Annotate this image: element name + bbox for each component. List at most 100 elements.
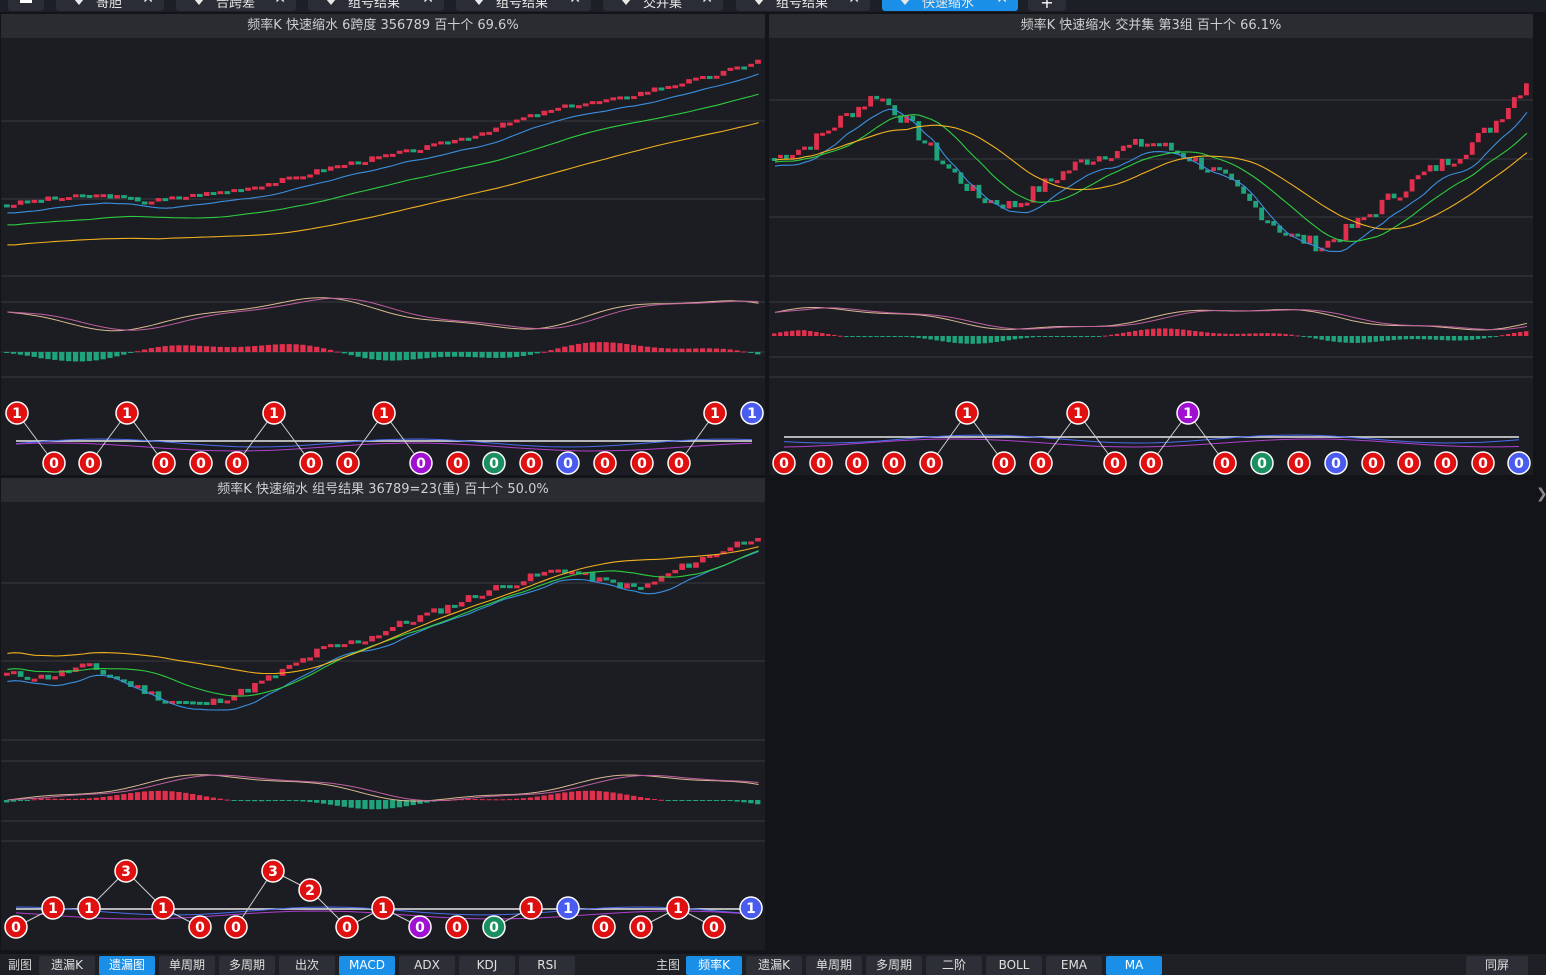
main-btn-3[interactable]: 多周期 <box>866 956 922 975</box>
macd-bar <box>856 336 861 338</box>
macd-bar <box>300 800 306 802</box>
macd-bar <box>589 342 596 352</box>
candle <box>1042 178 1048 192</box>
home-button[interactable] <box>8 0 44 11</box>
chevron-down-icon[interactable] <box>74 0 84 5</box>
macd-bar <box>1181 329 1186 336</box>
chevron-down-icon[interactable] <box>194 0 204 5</box>
close-icon[interactable]: ✕ <box>701 0 713 7</box>
candle <box>128 681 134 687</box>
chevron-down-icon[interactable] <box>900 0 910 5</box>
candle <box>190 701 196 705</box>
tab-6[interactable]: 快速缩水✕ <box>882 0 1018 11</box>
main-btn-6[interactable]: EMA <box>1046 956 1102 975</box>
macd-bar <box>880 336 885 337</box>
macd-bar <box>904 336 909 337</box>
chart-panel-1[interactable]: 频率K 快速缩水 6跨度 356789 百十个 69.6% 1 1 1 1 1 1 0 0 0 0… <box>1 14 765 475</box>
sub-btn-7[interactable]: KDJ <box>459 956 515 975</box>
candle <box>1313 235 1319 252</box>
chevron-down-icon[interactable] <box>754 0 764 5</box>
macd-bar <box>24 352 30 356</box>
candle <box>196 701 203 705</box>
candle <box>1493 120 1499 133</box>
main-btn-2[interactable]: 单周期 <box>806 956 862 975</box>
macd-bar <box>1481 336 1487 339</box>
candle <box>982 198 988 204</box>
chevron-right-icon[interactable]: ❯ <box>1536 486 1546 502</box>
svg-text:0: 0 <box>852 456 862 472</box>
candle <box>1289 233 1295 237</box>
candle <box>155 198 162 202</box>
chevron-down-icon[interactable] <box>326 0 336 5</box>
sub-btn-1[interactable]: 遗漏图 <box>99 956 155 975</box>
macd-bar <box>465 352 471 357</box>
candle <box>210 698 217 705</box>
candle <box>562 569 568 574</box>
add-tab-button[interactable]: + <box>1028 0 1066 12</box>
close-icon[interactable]: ✕ <box>142 0 154 7</box>
close-icon[interactable]: ✕ <box>422 0 434 7</box>
macd-bar <box>403 352 409 360</box>
sub-btn-6[interactable]: ADX <box>399 956 455 975</box>
main-btn-0[interactable]: 频率K <box>686 956 742 975</box>
omit-bubble: 0 <box>1250 451 1274 475</box>
candle <box>898 115 904 123</box>
tab-4[interactable]: 交并集✕ <box>603 0 723 11</box>
candle <box>279 668 286 676</box>
sub-btn-3[interactable]: 多周期 <box>219 956 275 975</box>
candle <box>307 657 313 661</box>
svg-text:1: 1 <box>12 406 22 422</box>
close-icon[interactable]: ✕ <box>996 0 1008 7</box>
candle <box>672 569 679 574</box>
sub-btn-4[interactable]: 出次 <box>279 956 335 975</box>
svg-text:1: 1 <box>1073 406 1083 422</box>
svg-text:0: 0 <box>1110 456 1120 472</box>
close-icon[interactable]: ✕ <box>848 0 860 7</box>
chart-panel-3[interactable]: 频率K 快速缩水 组号结果 36789=23(重) 百十个 50.0% 3 3 2 1… <box>1 478 765 950</box>
macd-bar <box>958 336 963 344</box>
omit-bubble: 0 <box>556 451 580 475</box>
main-btn-5[interactable]: BOLL <box>986 956 1042 975</box>
candle <box>637 91 644 97</box>
chevron-down-icon[interactable] <box>621 0 631 5</box>
macd-bar <box>1457 336 1463 341</box>
sub-btn-5[interactable]: MACD <box>339 956 395 975</box>
omit-bubble: 3 <box>114 859 138 883</box>
omit-bubble: 0 <box>335 915 359 939</box>
macd-bar <box>596 791 602 800</box>
chart-panel-2[interactable]: 频率K 快速缩水 交并集 第3组 百十个 66.1% 1 1 1 0 0 0 0 0 0 0 0 0 0… <box>769 14 1533 475</box>
candle <box>203 701 210 705</box>
candle <box>472 595 479 599</box>
svg-text:0: 0 <box>1146 456 1156 472</box>
omit-bubble: 0 <box>78 451 102 475</box>
tab-5[interactable]: 组号结果✕ <box>736 0 870 11</box>
sub-btn-0[interactable]: 遗漏K <box>39 956 95 975</box>
candle <box>10 204 17 208</box>
macd-bar <box>1319 336 1324 340</box>
candle <box>686 563 692 568</box>
candle <box>72 667 79 673</box>
macd-bar <box>507 352 513 358</box>
macd-bar <box>272 344 279 352</box>
main-btn-7[interactable]: MA <box>1106 956 1162 975</box>
tab-1[interactable]: 合跨差✕ <box>176 0 296 11</box>
sub-btn-2[interactable]: 单周期 <box>159 956 215 975</box>
tab-0[interactable]: 哥胆✕ <box>56 0 164 11</box>
tab-3[interactable]: 组号结果✕ <box>456 0 591 11</box>
candle <box>637 586 644 590</box>
candle <box>445 141 451 145</box>
candle <box>410 621 417 625</box>
main-btn-4[interactable]: 二阶 <box>926 956 982 975</box>
close-icon[interactable]: ✕ <box>569 0 581 7</box>
macd-bar <box>314 800 320 803</box>
tab-2[interactable]: 组号结果✕ <box>308 0 444 11</box>
chevron-down-icon[interactable] <box>474 0 484 5</box>
macd-bar <box>1361 336 1366 343</box>
sub-btn-8[interactable]: RSI <box>519 956 575 975</box>
macd-bar <box>10 800 17 802</box>
main-btn-1[interactable]: 遗漏K <box>746 956 802 975</box>
close-icon[interactable]: ✕ <box>274 0 286 7</box>
candle <box>784 154 789 160</box>
same-screen-button[interactable]: 同屏 <box>1466 956 1528 975</box>
candle <box>548 569 555 573</box>
